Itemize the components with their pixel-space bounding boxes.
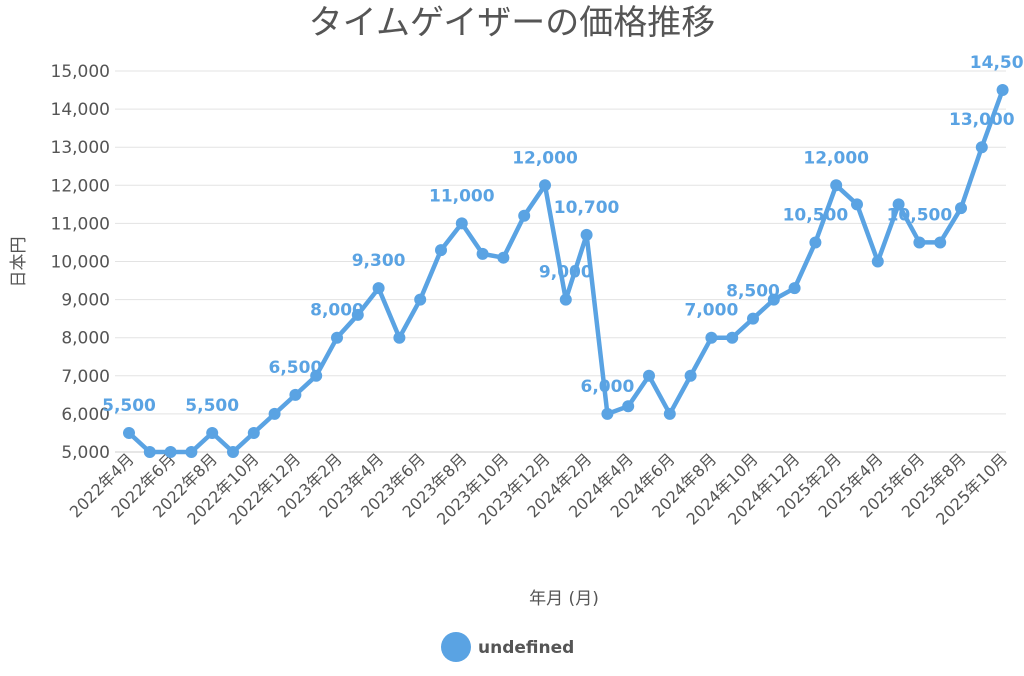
data-point[interactable] [747,312,759,325]
data-label: 10,500 [887,205,953,225]
y-tick-label: 5,000 [61,443,110,463]
data-point[interactable] [539,179,551,192]
y-tick-label: 15,000 [51,62,110,82]
data-point[interactable] [455,217,468,230]
data-point[interactable] [851,198,863,211]
y-tick-label: 13,000 [51,138,110,158]
y-tick-label: 9,000 [61,291,110,311]
data-label: 9,300 [352,251,406,271]
data-label: 13,000 [949,110,1015,130]
data-point[interactable] [435,244,447,257]
data-point[interactable] [871,255,884,268]
data-point[interactable] [227,446,239,458]
data-label: 11,000 [429,186,495,206]
data-point[interactable] [892,198,905,211]
y-tick-label: 10,000 [51,253,110,273]
data-point[interactable] [726,331,739,344]
data-point[interactable] [767,293,780,306]
data-point[interactable] [476,247,489,260]
data-point[interactable] [809,236,822,249]
data-point[interactable] [580,228,593,241]
y-tick-label: 12,000 [51,176,110,196]
data-point[interactable] [559,293,572,306]
data-label: 9,000 [539,263,593,283]
y-tick-label: 8,000 [61,329,110,349]
data-point[interactable] [331,331,343,344]
data-point[interactable] [955,202,967,215]
data-label: 12,000 [512,148,578,168]
chart-title: タイムゲイザーの価格推移 [309,3,716,43]
y-tick-label: 7,000 [61,367,110,387]
data-label: 10,700 [554,198,620,218]
x-axis-label: 年月 (月) [529,589,599,609]
data-point[interactable] [601,407,614,420]
y-tick-label: 11,000 [51,214,110,234]
data-point[interactable] [663,407,676,420]
data-point[interactable] [247,426,260,439]
data-label: 12,000 [803,148,869,168]
x-axis-ticks: 2022年4月2022年6月2022年8月2022年10月2022年12月202… [66,449,1012,528]
data-point[interactable] [788,282,801,295]
data-point[interactable] [643,369,655,382]
y-axis-label: 日本円 [9,237,29,288]
data-point[interactable] [975,141,988,154]
y-axis-ticks: 5,000 6,000 7,000 8,000 9,000 10,000 11,000 12,… [51,62,110,463]
legend-label: undefined [478,638,574,658]
data-point[interactable] [414,293,427,306]
data-label: 5,500 [185,396,239,416]
data-point[interactable] [996,84,1009,97]
legend-marker [441,632,471,662]
series-layer [123,84,1009,458]
data-label: 6,500 [269,358,323,378]
data-label: 6,000 [581,377,635,397]
data-point[interactable] [206,426,219,439]
data-point[interactable] [372,282,385,295]
data-point[interactable] [310,369,323,382]
data-point[interactable] [497,251,510,264]
data-point[interactable] [268,407,281,420]
data-point[interactable] [393,331,406,344]
data-label: 14,500 [970,53,1024,73]
data-point[interactable] [289,388,302,401]
data-point[interactable] [934,236,947,249]
y-tick-label: 6,000 [61,405,110,425]
data-point[interactable] [622,400,635,413]
data-label: 7,000 [685,301,739,321]
data-label: 8,500 [726,282,780,302]
data-point[interactable] [684,369,697,382]
data-point[interactable] [351,308,364,321]
data-point[interactable] [705,331,718,344]
data-point[interactable] [123,426,135,439]
data-point[interactable] [913,236,926,249]
data-label: 5,500 [102,396,156,416]
data-labels: 5,500 5,500 6,500 8,000 9,300 11,000 12,000 9,0… [102,53,1024,416]
data-point[interactable] [143,446,156,458]
data-point[interactable] [518,209,531,222]
data-point[interactable] [830,179,843,192]
legend[interactable]: undefined [441,632,574,662]
data-point[interactable] [164,446,177,458]
data-point[interactable] [185,446,198,458]
data-label: 8,000 [310,301,364,321]
y-tick-label: 14,000 [51,100,110,120]
data-label: 10,500 [783,205,849,225]
